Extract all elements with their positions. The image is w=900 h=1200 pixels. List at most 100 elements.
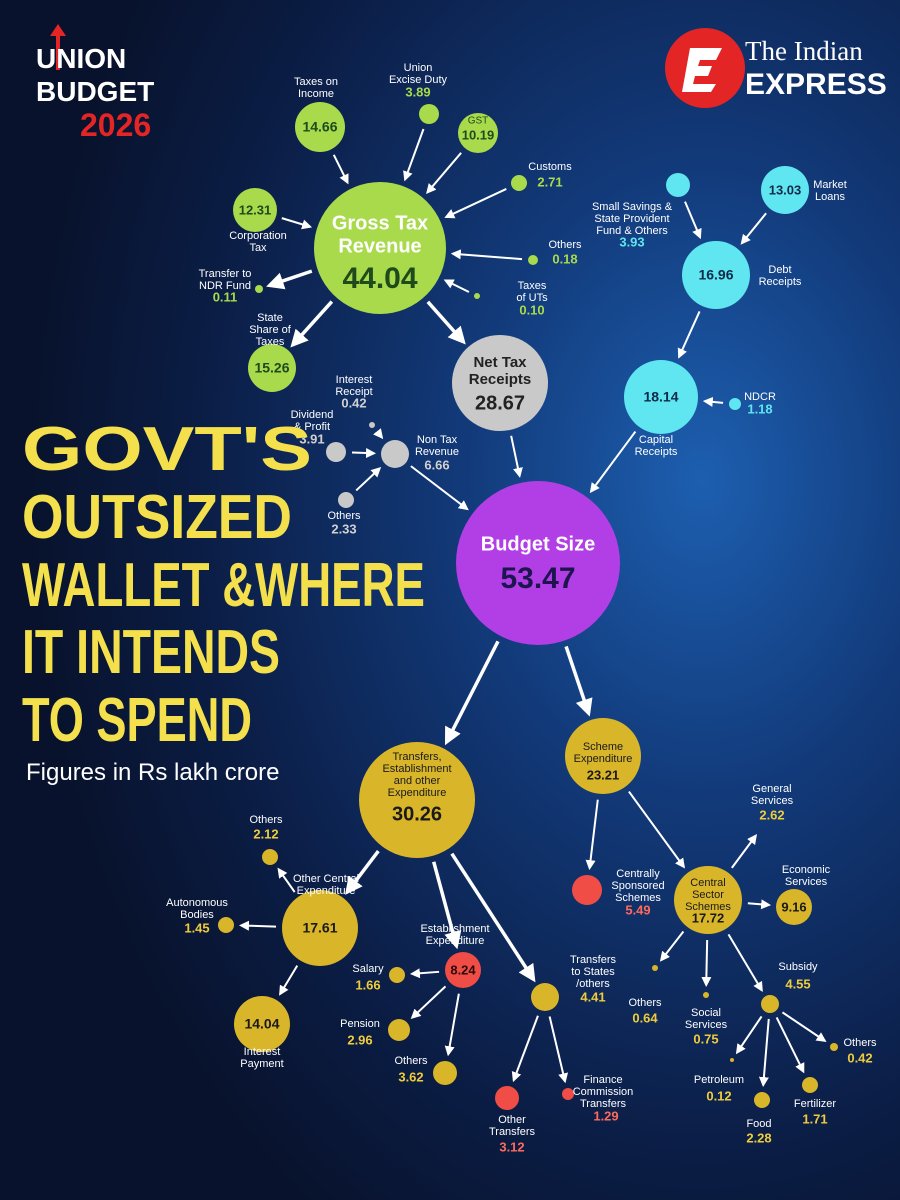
arrow bbox=[740, 212, 767, 245]
node-label: Revenue bbox=[415, 446, 459, 458]
node-value: 3.62 bbox=[398, 1069, 423, 1084]
arrow bbox=[510, 435, 523, 478]
node-label: Central bbox=[690, 877, 725, 889]
brand-arrowhead bbox=[50, 24, 66, 36]
headline-line: OUTSIZED bbox=[22, 483, 292, 552]
node-value: 4.41 bbox=[580, 989, 605, 1004]
node-value: 2.33 bbox=[331, 521, 356, 536]
node-value: 17.72 bbox=[692, 910, 725, 925]
node-circle bbox=[652, 965, 658, 971]
headline-line: WALLET &WHERE bbox=[22, 551, 425, 620]
node-value: 53.47 bbox=[500, 562, 575, 595]
node-value: 3.93 bbox=[619, 234, 644, 249]
arrow bbox=[238, 920, 277, 931]
node-circle bbox=[369, 422, 375, 428]
node-label: Corporation bbox=[229, 230, 286, 242]
node-circle bbox=[682, 241, 750, 309]
node-label: Taxes bbox=[256, 336, 285, 348]
node-label: Other Central bbox=[293, 873, 359, 885]
node-value: 2.71 bbox=[537, 174, 562, 189]
node-label: Loans bbox=[815, 191, 845, 203]
node-label: Social bbox=[691, 1007, 721, 1019]
node-circle bbox=[458, 113, 498, 153]
node-label: Sector bbox=[692, 889, 724, 901]
node-label: Non Tax bbox=[417, 434, 458, 446]
node-circle bbox=[830, 1043, 838, 1051]
node-label: Expenditure bbox=[297, 885, 356, 897]
node-label: Finance bbox=[583, 1074, 622, 1086]
node-label: Others bbox=[628, 997, 662, 1009]
node-circle bbox=[776, 889, 812, 925]
publisher-name: EXPRESS bbox=[745, 68, 887, 101]
node-value: 1.18 bbox=[747, 401, 772, 416]
node-label: Others bbox=[327, 510, 361, 522]
arrow bbox=[564, 645, 593, 717]
node-circle bbox=[326, 442, 346, 462]
node-label: Subsidy bbox=[778, 961, 818, 973]
node-label: Receipts bbox=[469, 371, 532, 388]
node-value: 5.49 bbox=[625, 902, 650, 917]
node-circle bbox=[419, 104, 439, 124]
headline-line: TO SPEND bbox=[22, 686, 252, 755]
node-label: Fund & Others bbox=[596, 225, 668, 237]
node-label: Food bbox=[746, 1118, 771, 1130]
node-value: 30.26 bbox=[392, 803, 442, 825]
node-circle bbox=[624, 360, 698, 434]
arrow bbox=[684, 201, 702, 240]
arrow bbox=[432, 861, 462, 950]
node-circle bbox=[282, 890, 358, 966]
node-label: Salary bbox=[352, 963, 384, 975]
node-value: 14.66 bbox=[302, 119, 337, 135]
node-label: Receipts bbox=[759, 276, 802, 288]
arrow bbox=[279, 965, 299, 996]
node-label: Transfers bbox=[489, 1126, 536, 1138]
node-circle bbox=[761, 995, 779, 1013]
node-label: Taxes bbox=[518, 280, 547, 292]
node-value: 28.67 bbox=[475, 392, 525, 414]
node-circle bbox=[445, 952, 481, 988]
node-value: 9.16 bbox=[781, 899, 806, 914]
node-label: & Profit bbox=[294, 421, 330, 433]
node-value: 0.11 bbox=[213, 289, 238, 304]
node-label: Income bbox=[298, 88, 334, 100]
node-circle bbox=[754, 1092, 770, 1108]
arrow bbox=[426, 300, 466, 345]
node-label: Services bbox=[751, 795, 794, 807]
arrow bbox=[403, 128, 425, 182]
arrow bbox=[373, 428, 384, 440]
node-label: Petroleum bbox=[694, 1074, 744, 1086]
node-label: Debt bbox=[768, 264, 791, 276]
node-circle bbox=[666, 173, 690, 197]
node-label: Expenditure bbox=[388, 787, 447, 799]
brand-year: 2026 bbox=[80, 107, 151, 143]
node-circle bbox=[452, 335, 548, 431]
node-label: Union bbox=[404, 62, 433, 74]
node-label: Dividend bbox=[291, 409, 334, 421]
node-value: 15.26 bbox=[254, 360, 289, 376]
node-circle bbox=[359, 742, 475, 858]
node-label: Payment bbox=[240, 1058, 283, 1070]
node-label: Market bbox=[813, 179, 847, 191]
subtitle: Figures in Rs lakh crore bbox=[26, 759, 279, 786]
node-label: Share of bbox=[249, 324, 292, 336]
arrow bbox=[410, 465, 469, 511]
node-circle bbox=[262, 849, 278, 865]
node-label: Autonomous bbox=[166, 897, 228, 909]
node-value: 1.45 bbox=[184, 920, 209, 935]
